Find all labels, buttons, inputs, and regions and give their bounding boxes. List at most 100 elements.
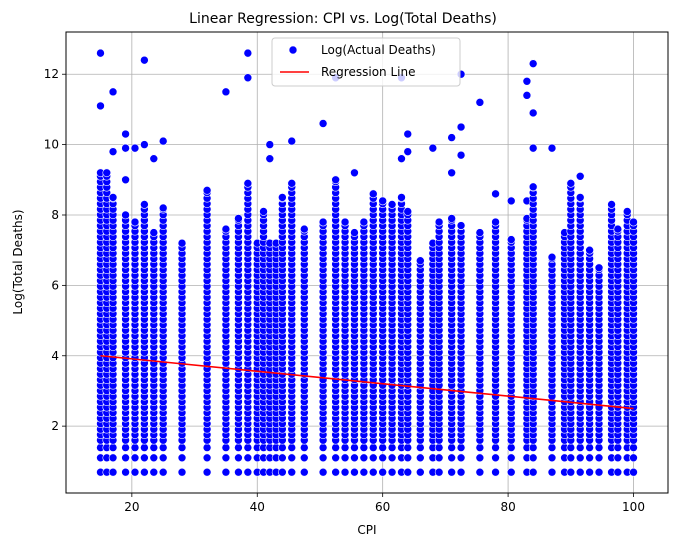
scatter-point [140,55,149,65]
scatter-point [585,453,594,463]
scatter-point [491,217,500,227]
scatter-point [378,443,387,452]
scatter-point [350,168,359,178]
scatter-point [456,453,466,463]
scatter-point [287,467,297,477]
scatter-point [566,453,576,463]
scatter-point [528,453,538,463]
scatter-point [287,453,297,463]
scatter-point [350,443,359,452]
scatter-point [318,453,328,463]
scatter-point [359,443,369,452]
scatter-point [434,467,444,477]
scatter-point [121,143,130,153]
scatter-point [108,453,118,463]
scatter-point [613,443,623,452]
scatter-point [359,467,369,477]
scatter-point [299,224,309,234]
scatter-point [158,203,168,213]
scatter-point [340,453,350,463]
scatter-point [575,467,585,477]
x-tick-label: 20 [124,500,139,514]
scatter-point [547,443,557,452]
scatter-point [265,154,275,163]
scatter-point [456,122,466,132]
scatter-point [243,443,253,452]
legend-scatter-marker [288,45,298,55]
scatter-point [428,143,438,153]
scatter-point [278,467,287,477]
scatter-point [108,87,118,97]
scatter-point [566,179,576,188]
scatter-point [149,443,159,452]
scatter-point [416,467,425,477]
scatter-point [234,467,243,477]
y-tick-label: 12 [44,67,59,81]
scatter-point [121,453,130,463]
scatter-point [140,453,149,463]
scatter-point [456,150,466,160]
scatter-point [202,186,212,195]
scatter-point [221,87,231,97]
scatter-point [416,453,425,463]
scatter-point [403,129,413,139]
scatter-point [506,453,516,463]
scatter-point [140,140,149,149]
scatter-point [629,443,638,452]
scatter-point [202,467,212,477]
scatter-point [340,217,350,227]
scatter-point [387,443,397,452]
scatter-point [397,193,406,202]
scatter-point [456,221,466,230]
scatter-point [221,443,231,452]
scatter-point [475,443,485,452]
scatter-point [350,467,359,477]
scatter-point [522,91,532,100]
scatter-point [234,214,243,223]
scatter-point [575,193,585,202]
scatter-point [547,252,557,262]
scatter-point [456,467,466,477]
scatter-point [547,453,557,463]
scatter-point [177,467,187,477]
scatter-point [243,179,253,188]
scatter-point [287,179,297,188]
scatter-point [522,76,532,86]
y-tick-label: 2 [51,419,59,433]
legend-box [271,37,461,87]
scatter-point [475,467,485,477]
axis-ticks: 20 40 60 80 100 2 4 6 8 10 12 [44,67,645,514]
scatter-point [108,467,118,477]
scatter-point [278,193,287,202]
scatter-point [403,443,413,452]
legend-label-actual: Log(Actual Deaths) [321,43,436,57]
scatter-point [359,453,369,463]
scatter-point [177,238,187,248]
scatter-point [447,168,456,178]
scatter-point [607,200,616,209]
scatter-point [331,453,340,463]
scatter-point [130,143,140,153]
scatter-point [287,136,297,146]
regression-line-layer [100,354,634,410]
x-axis-label: CPI [357,523,376,537]
scatter-point [378,467,387,477]
scatter-point [403,207,413,216]
scatter-point [299,453,309,463]
scatter-point [378,453,387,463]
scatter-point [566,443,576,452]
scatter-point [149,228,159,237]
scatter-point [629,467,638,477]
scatter-point [447,133,456,142]
scatter-point [221,453,231,463]
scatter-point [158,467,168,477]
scatter-point [403,467,413,477]
scatter-point [318,217,328,227]
scatter-point [158,136,168,146]
scatter-point [613,453,623,463]
scatter-point [202,443,212,452]
scatter-point [243,467,253,477]
scatter-point [506,196,516,206]
scatter-point [416,256,425,266]
